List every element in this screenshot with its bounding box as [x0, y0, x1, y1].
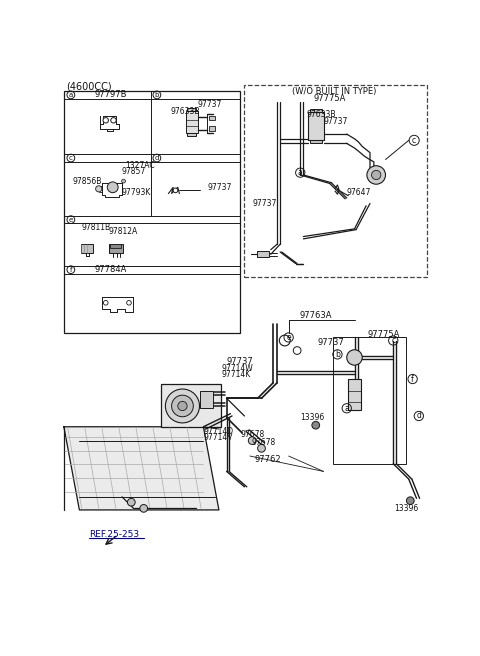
Bar	[308, 112, 324, 140]
Circle shape	[173, 188, 178, 193]
Text: 97737: 97737	[207, 183, 232, 192]
Text: d: d	[416, 411, 421, 420]
Bar	[64, 91, 240, 333]
Text: 97784A: 97784A	[94, 265, 127, 274]
Text: 97678: 97678	[240, 430, 264, 439]
Circle shape	[367, 166, 385, 184]
Circle shape	[407, 497, 414, 504]
Circle shape	[121, 179, 125, 183]
Text: 13396: 13396	[300, 413, 324, 422]
Circle shape	[172, 395, 193, 417]
Text: 97857: 97857	[121, 167, 146, 176]
Text: 97797B: 97797B	[94, 91, 127, 100]
Bar	[348, 379, 360, 410]
Text: 97714V: 97714V	[204, 433, 233, 442]
Bar	[333, 337, 407, 464]
Text: 97737: 97737	[252, 199, 276, 208]
Bar	[244, 85, 427, 277]
Text: f: f	[70, 267, 72, 273]
Bar	[187, 108, 196, 111]
Text: 97762: 97762	[254, 455, 281, 464]
Text: 97775A: 97775A	[313, 94, 346, 103]
Circle shape	[178, 401, 187, 411]
Circle shape	[103, 117, 108, 123]
Text: 97775A: 97775A	[368, 330, 400, 339]
Circle shape	[279, 335, 290, 346]
Text: e: e	[286, 333, 291, 342]
Text: (W/O BUILT IN TYPE): (W/O BUILT IN TYPE)	[292, 87, 377, 96]
Text: 97633B: 97633B	[306, 110, 336, 119]
Circle shape	[96, 186, 102, 192]
Circle shape	[312, 421, 320, 429]
Text: 97633B: 97633B	[171, 108, 200, 116]
Bar	[161, 384, 221, 427]
Text: 97793K: 97793K	[122, 188, 151, 197]
Text: b: b	[155, 92, 159, 98]
Text: e: e	[69, 216, 73, 222]
Bar	[209, 127, 215, 131]
Bar	[257, 251, 269, 257]
Bar	[110, 243, 121, 248]
Circle shape	[140, 504, 147, 512]
Text: f: f	[411, 375, 414, 384]
Text: c: c	[69, 155, 73, 161]
Text: d: d	[155, 155, 159, 161]
Text: 97856B: 97856B	[72, 177, 102, 186]
Bar	[209, 115, 215, 120]
Bar	[310, 109, 322, 112]
Bar	[200, 390, 214, 407]
Text: (4600CC): (4600CC)	[66, 81, 112, 91]
Text: 97647: 97647	[347, 188, 371, 197]
Text: a: a	[69, 92, 73, 98]
Circle shape	[347, 350, 362, 365]
Text: 97714K: 97714K	[221, 370, 251, 379]
Text: 97812A: 97812A	[109, 227, 138, 236]
Circle shape	[111, 117, 116, 123]
Bar	[186, 111, 198, 133]
Text: 97714W: 97714W	[221, 363, 253, 373]
Circle shape	[127, 300, 132, 305]
Circle shape	[127, 499, 135, 506]
Text: 97737: 97737	[324, 117, 348, 127]
Circle shape	[166, 389, 200, 423]
Text: a: a	[344, 404, 349, 413]
Polygon shape	[64, 427, 219, 510]
Text: a: a	[298, 168, 302, 177]
Text: c: c	[412, 136, 416, 145]
Bar	[187, 133, 196, 136]
Text: 97763A: 97763A	[300, 310, 332, 319]
Text: 97714D: 97714D	[204, 427, 233, 436]
Text: 97737: 97737	[318, 338, 345, 346]
Text: REF.25-253: REF.25-253	[89, 530, 140, 539]
Circle shape	[103, 300, 108, 305]
Circle shape	[258, 445, 265, 452]
Circle shape	[372, 171, 381, 180]
Text: b: b	[335, 350, 340, 359]
Text: 13396: 13396	[394, 504, 419, 513]
Circle shape	[248, 437, 256, 445]
Bar	[310, 140, 322, 142]
Text: 97737: 97737	[227, 357, 253, 366]
Text: 97737: 97737	[197, 100, 222, 109]
Circle shape	[107, 182, 118, 193]
Text: c: c	[391, 336, 396, 345]
Circle shape	[293, 346, 301, 354]
Text: 97678: 97678	[252, 438, 276, 447]
Text: 97811B: 97811B	[82, 223, 111, 232]
Bar	[81, 243, 93, 253]
Text: 1327AC: 1327AC	[125, 161, 155, 170]
Bar	[109, 243, 123, 253]
